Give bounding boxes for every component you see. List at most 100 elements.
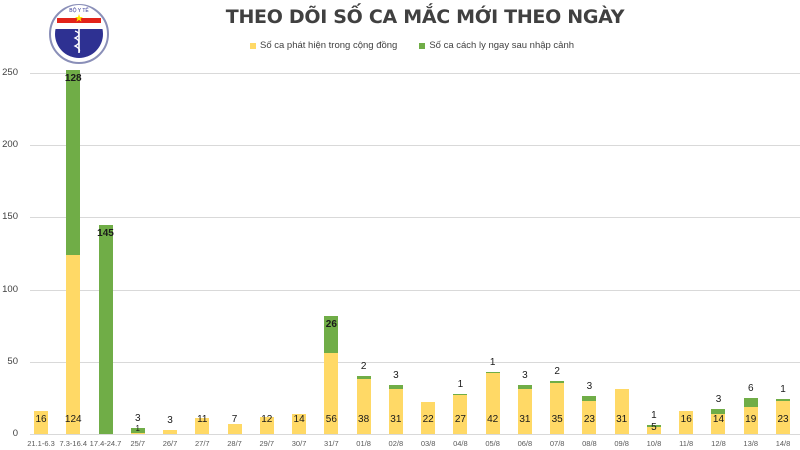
x-tick-label: 01/8 bbox=[356, 439, 371, 448]
bar-segment-community bbox=[679, 410, 694, 434]
bar-segment-imported bbox=[711, 409, 726, 414]
x-tick-label: 29/7 bbox=[259, 439, 275, 448]
x-tick-label: 25/7 bbox=[130, 439, 146, 448]
x-tick-label: 31/7 bbox=[324, 439, 339, 448]
bar-segment-imported bbox=[550, 380, 565, 384]
y-tick-label: 0 bbox=[12, 428, 18, 439]
bar-segment-imported bbox=[66, 70, 81, 255]
value-label-community: 56 bbox=[325, 414, 337, 425]
value-label-community: 14 bbox=[712, 414, 725, 425]
value-label-community: 35 bbox=[551, 414, 563, 425]
value-label-imported: 3 bbox=[715, 394, 722, 406]
bar-21.1-6.3 bbox=[34, 410, 48, 434]
value-label-imported: 1 bbox=[457, 378, 464, 390]
bar-segment-community bbox=[743, 406, 758, 434]
value-label-imported: 3 bbox=[522, 369, 528, 381]
value-label-community: 27 bbox=[454, 414, 466, 425]
y-tick-label: 200 bbox=[2, 139, 18, 151]
svg-text:BỘ Y TẾ: BỘ Y TẾ bbox=[69, 7, 89, 14]
bar-segment-community bbox=[292, 413, 307, 434]
value-label-community: 16 bbox=[680, 414, 692, 425]
value-label-imported: 1 bbox=[651, 410, 657, 422]
value-label-community: 23 bbox=[777, 414, 789, 425]
ministry-of-health-logo-icon: BỘ Y TẾ bbox=[46, 3, 112, 65]
value-label-community: 7 bbox=[231, 414, 238, 425]
x-tick-label: 12/8 bbox=[711, 439, 726, 448]
chart-title: THEO DÕI SỐ CA MẮC MỚI THEO NGÀY bbox=[225, 6, 625, 28]
bar-segment-imported bbox=[646, 425, 661, 427]
value-label-imported: 2 bbox=[360, 361, 367, 373]
value-label-community: 19 bbox=[745, 414, 757, 425]
bar-segment-imported bbox=[485, 371, 500, 374]
bar-segment-imported bbox=[324, 315, 339, 354]
value-label-community: 31 bbox=[519, 414, 531, 425]
value-label-imported: 1 bbox=[489, 356, 496, 368]
y-tick-label: 100 bbox=[2, 283, 18, 295]
bar-17.4-24.7 bbox=[98, 224, 113, 434]
x-tick-label: 7.3-16.4 bbox=[59, 439, 88, 448]
gridline bbox=[30, 289, 800, 291]
bar-30/7 bbox=[292, 413, 307, 434]
y-tick-label: 250 bbox=[2, 67, 18, 78]
bar-segment-imported bbox=[130, 428, 145, 433]
bar-08/8 bbox=[582, 396, 597, 434]
bar-04/8 bbox=[453, 393, 468, 434]
x-tick-label: 07/8 bbox=[549, 439, 565, 448]
bar-segment-community bbox=[646, 426, 661, 434]
x-tick-label: 02/8 bbox=[388, 439, 404, 448]
bar-segment-community bbox=[711, 413, 726, 434]
bar-segment-community bbox=[550, 383, 565, 434]
value-label-imported: 1 bbox=[780, 384, 786, 396]
bar-14/8 bbox=[776, 399, 790, 434]
y-tick-label: 50 bbox=[7, 355, 18, 367]
bar-03/8 bbox=[421, 402, 436, 434]
bar-01/8 bbox=[356, 376, 371, 434]
bar-segment-imported bbox=[582, 396, 597, 401]
bar-7.3-16.4 bbox=[66, 70, 81, 434]
x-tick-label: 11/8 bbox=[679, 439, 694, 448]
legend-label-imported: Số ca cách ly ngay sau nhập cảnh bbox=[429, 40, 575, 51]
value-label-imported: 128 bbox=[64, 73, 82, 85]
bar-segment-community bbox=[485, 373, 500, 434]
bar-segment-imported bbox=[776, 399, 790, 401]
chart-legend: Số ca phát hiện trong cộng đồng Số ca cá… bbox=[250, 40, 574, 51]
bar-segment-imported bbox=[98, 224, 113, 434]
legend-item-community: Số ca phát hiện trong cộng đồng bbox=[250, 40, 397, 51]
legend-label-community: Số ca phát hiện trong cộng đồng bbox=[260, 40, 398, 51]
bar-segment-community bbox=[421, 402, 436, 434]
gridline bbox=[30, 145, 800, 147]
value-label-community: 3 bbox=[167, 414, 173, 426]
x-tick-label: 04/8 bbox=[453, 439, 468, 448]
bar-segment-community bbox=[517, 389, 532, 434]
x-tick-label: 09/8 bbox=[614, 439, 629, 448]
bar-segment-community bbox=[356, 379, 371, 434]
bar-segment-community bbox=[776, 400, 790, 434]
bar-25/7 bbox=[130, 428, 145, 434]
bar-27/7 bbox=[195, 418, 210, 434]
bar-segment-community bbox=[614, 389, 629, 434]
bar-segment-community bbox=[130, 432, 145, 434]
value-label-imported: 2 bbox=[554, 365, 560, 377]
gridline bbox=[30, 217, 800, 219]
x-tick-label: 05/8 bbox=[485, 439, 500, 448]
bar-segment-community bbox=[163, 429, 178, 434]
gridline bbox=[30, 361, 800, 363]
legend-item-imported: Số ca cách ly ngay sau nhập cảnh bbox=[419, 40, 574, 51]
value-label-community: 14 bbox=[293, 414, 305, 425]
value-label-community: 22 bbox=[422, 414, 434, 425]
x-tick-label: 03/8 bbox=[420, 439, 436, 448]
x-tick-label: 28/7 bbox=[227, 439, 242, 448]
value-label-community: 5 bbox=[651, 422, 657, 433]
x-tick-label: 30/7 bbox=[291, 439, 307, 448]
bar-09/8 bbox=[614, 389, 629, 434]
y-tick-label: 150 bbox=[2, 211, 18, 223]
bar-segment-community bbox=[227, 423, 242, 434]
legend-swatch-imported bbox=[419, 42, 426, 49]
bar-26/7 bbox=[163, 429, 178, 434]
value-label-community: 12 bbox=[261, 414, 273, 425]
value-label-imported: 145 bbox=[97, 227, 114, 239]
bar-segment-imported bbox=[453, 393, 468, 395]
bar-10/8 bbox=[646, 425, 661, 434]
value-label-community: 23 bbox=[583, 414, 595, 425]
x-tick-label: 21.1-6.3 bbox=[27, 439, 55, 448]
